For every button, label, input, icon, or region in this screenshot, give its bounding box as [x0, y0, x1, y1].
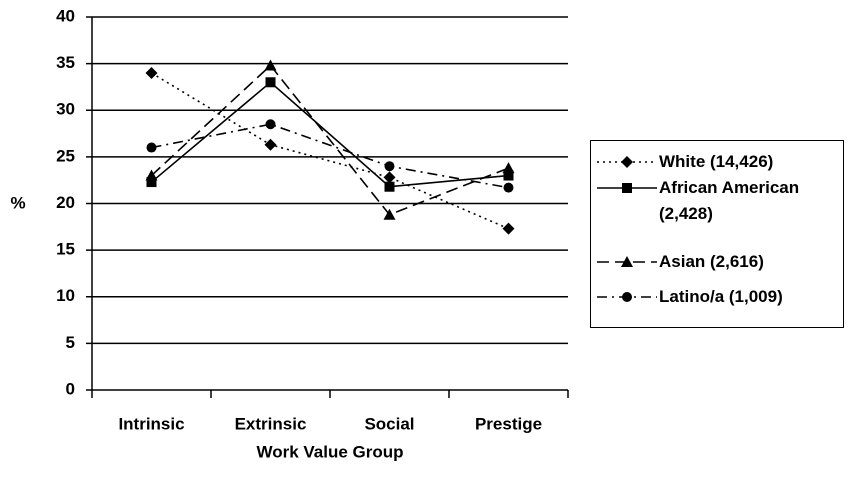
legend: White (14,426) African American (2,428) As… — [590, 140, 844, 328]
legend-label: Asian (2,616) — [659, 252, 764, 271]
legend-label: African American (2,428) — [659, 178, 800, 223]
x-tick-label: Intrinsic — [118, 414, 184, 433]
x-tick-label: Prestige — [475, 414, 542, 433]
legend-swatch — [597, 292, 657, 302]
legend-swatch — [597, 156, 657, 168]
marker — [502, 162, 515, 174]
series-line — [151, 72, 509, 230]
marker — [502, 222, 515, 235]
marker — [145, 169, 158, 181]
x-tick-label: Extrinsic — [235, 414, 307, 433]
y-tick-label: 10 — [56, 286, 75, 305]
marker — [621, 156, 633, 168]
series-line — [150, 64, 509, 216]
series-line — [151, 123, 509, 189]
y-tick-label: 15 — [56, 240, 75, 259]
legend-entry: Latino/a (1,009) — [595, 284, 839, 310]
y-tick-label: 35 — [56, 53, 75, 72]
y-tick-label: 20 — [56, 193, 75, 212]
legend-entry: White (14,426) — [595, 149, 839, 175]
x-axis-title: Work Value Group — [256, 442, 403, 461]
x-tick-label: Social — [364, 414, 414, 433]
marker — [622, 183, 632, 193]
y-axis-title: % — [10, 193, 25, 212]
series-line — [150, 81, 509, 188]
y-tick-label: 40 — [56, 6, 75, 25]
marker — [383, 171, 396, 184]
y-tick-label: 0 — [66, 379, 75, 398]
legend-entry: Asian (2,616) — [595, 249, 839, 275]
y-tick-label: 5 — [66, 333, 75, 352]
marker — [264, 138, 277, 151]
marker — [384, 181, 395, 192]
marker — [265, 77, 276, 88]
marker — [383, 208, 396, 220]
marker — [145, 66, 158, 79]
marker — [265, 119, 276, 130]
marker — [146, 177, 157, 188]
y-tick-label: 25 — [56, 146, 75, 165]
marker — [384, 161, 395, 172]
legend-swatch — [597, 183, 657, 193]
legend-swatch — [597, 256, 657, 267]
legend-label: White (14,426) — [659, 152, 774, 171]
marker — [264, 59, 277, 71]
marker — [622, 292, 632, 302]
legend-label: Latino/a (1,009) — [659, 287, 783, 306]
marker — [146, 142, 157, 153]
y-tick-label: 30 — [56, 100, 75, 119]
marker — [621, 256, 633, 267]
marker — [503, 170, 514, 181]
marker — [503, 182, 514, 193]
legend-entry: African American (2,428) — [595, 175, 839, 227]
